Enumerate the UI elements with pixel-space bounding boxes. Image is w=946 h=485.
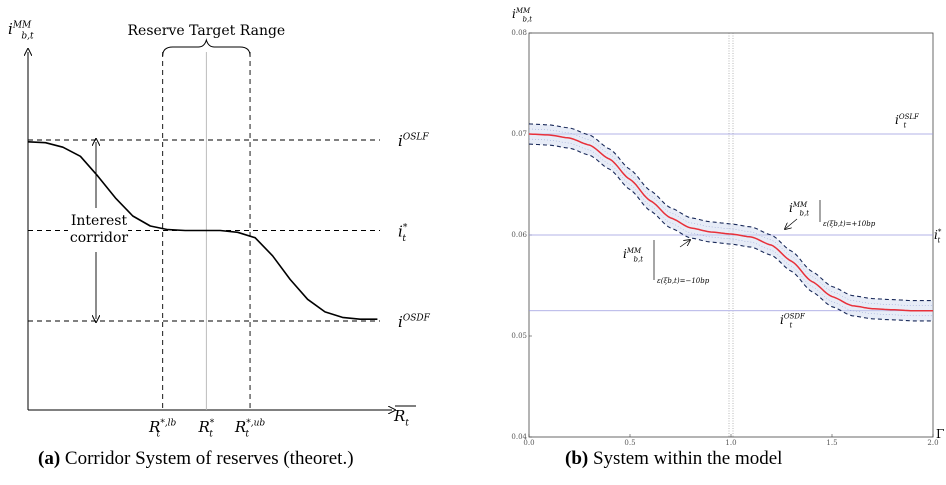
y-tick-label-b-4: 0.08 bbox=[511, 29, 527, 37]
caption-a-text: Corridor System of reserves (theoret.) bbox=[64, 448, 354, 469]
x-axis-label-a: Rt bbox=[393, 407, 409, 429]
x-tick-label-0: R*,lb t bbox=[148, 418, 177, 440]
rate-label-b-oslf: iOSLF t bbox=[895, 113, 920, 130]
caption-a-tag: (a) bbox=[38, 448, 61, 469]
x-tick-label-b-4: 2.0 bbox=[927, 439, 938, 446]
caption-b-text: System within the model bbox=[592, 448, 783, 469]
x-tick-label-b-2: 1.0 bbox=[725, 439, 736, 446]
range-bracket bbox=[162, 38, 251, 57]
annotation-lower-label: iMM b,t bbox=[623, 247, 643, 264]
chart-a: iMM b,t Rt iOSLF i* t iOSDF R*,lb t R* t R*,ub t Rese… bbox=[8, 20, 431, 440]
band-lower-line bbox=[528, 143, 933, 322]
caption-b-tag: (b) bbox=[565, 448, 589, 469]
rate-label-oslf: iOSLF bbox=[398, 132, 429, 150]
caption-b: (b) System within the model bbox=[565, 448, 782, 470]
x-tick-label-b-0: 0.0 bbox=[523, 439, 534, 446]
band-inner-lower bbox=[528, 138, 933, 317]
y-tick-label-b-0: 0.04 bbox=[511, 433, 527, 441]
x-tick-label-1: R* t bbox=[197, 418, 214, 440]
x-tick-label-2: R*,ub t bbox=[234, 418, 265, 440]
series-line-b bbox=[528, 133, 933, 312]
y-axis-label-a: iMM b,t bbox=[8, 20, 34, 42]
policy-curve-a bbox=[27, 141, 378, 320]
caption-a: (a) Corridor System of reserves (theoret… bbox=[38, 448, 354, 470]
y-tick-label-b-1: 0.05 bbox=[511, 332, 527, 340]
corridor-label-bg bbox=[68, 208, 128, 252]
rate-label-b-target: i* t bbox=[934, 228, 942, 245]
rate-label-target: i* t bbox=[398, 223, 408, 245]
x-tick-label-b-1: 0.5 bbox=[624, 439, 635, 446]
corridor-label-line-0: Interest bbox=[71, 213, 128, 229]
annotation-upper-label: iMM b,t bbox=[789, 201, 809, 218]
y-axis-label-b: iMM b,t bbox=[512, 7, 532, 24]
y-tick-label-b-3: 0.07 bbox=[511, 130, 527, 138]
annotation-upper-cond: ε(ξb,t)=+10bp bbox=[823, 220, 876, 228]
annotation-lower-arrow bbox=[679, 240, 690, 248]
uncertainty-band bbox=[529, 123, 933, 321]
corridor-label-line-1: corridor bbox=[70, 230, 129, 246]
annotation-lower-cond: ε(ξb,t)=−10bp bbox=[657, 277, 710, 285]
chart-b: 0.04 0.05 0.06 0.07 0.08 0.0 0.5 1.0 1.5 2.0 iMM b,… bbox=[511, 7, 944, 446]
range-bracket-label: Reserve Target Range bbox=[128, 23, 286, 39]
band-upper-line bbox=[528, 123, 933, 302]
y-tick-label-b-2: 0.06 bbox=[511, 231, 527, 239]
x-tick-label-b-3: 1.5 bbox=[826, 439, 837, 446]
annotation-upper-arrow bbox=[785, 218, 798, 229]
rate-label-osdf: iOSDF bbox=[398, 313, 431, 331]
x-axis-label-b: Γ bbox=[936, 427, 944, 441]
rate-label-b-osdf: iOSDF t bbox=[780, 313, 806, 330]
band-inner-upper bbox=[528, 128, 933, 306]
